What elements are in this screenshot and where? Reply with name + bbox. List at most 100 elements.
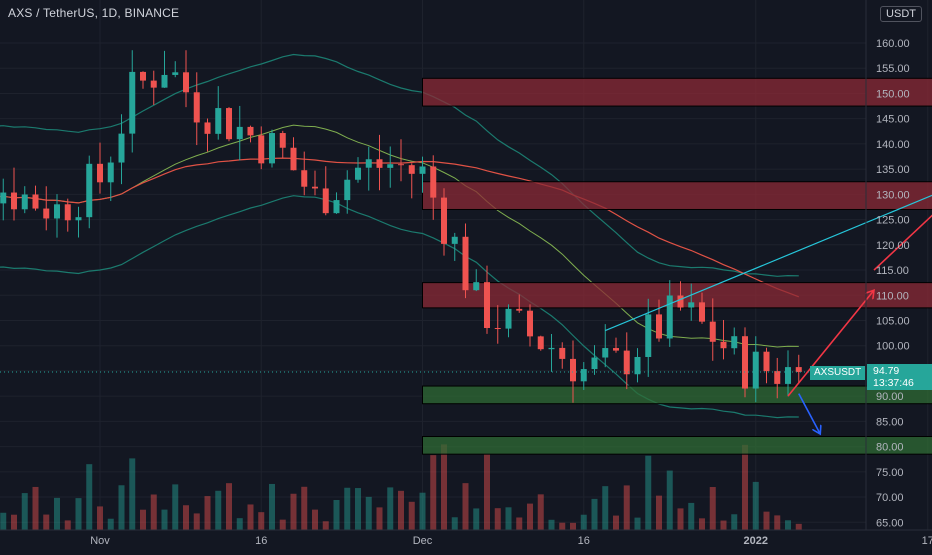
volume-bar: [796, 524, 802, 530]
candle-body: [688, 302, 694, 307]
volume-bar: [452, 517, 458, 530]
candle-body: [452, 237, 458, 244]
candle-body: [742, 336, 748, 388]
candle-body: [269, 133, 275, 163]
candle-body: [645, 314, 651, 357]
volume-bar: [151, 495, 157, 530]
volume-bar: [291, 494, 297, 530]
price-tick-label: 70.00: [876, 492, 904, 504]
time-tick-label: 17: [922, 535, 932, 547]
resistance-zone: [423, 182, 932, 210]
candle-body: [323, 188, 329, 213]
price-tick-label: 145.00: [876, 114, 910, 126]
volume-bar: [538, 494, 544, 530]
time-tick-label: 16: [255, 535, 267, 547]
volume-bar: [516, 517, 522, 530]
volume-bar: [43, 515, 49, 530]
candle-body: [344, 180, 350, 200]
volume-bar: [721, 521, 727, 530]
volume-bar: [624, 485, 630, 530]
volume-bar: [387, 487, 393, 530]
symbol-label: AXSUSDT: [810, 366, 865, 380]
volume-bar: [119, 485, 125, 530]
candle-body: [538, 336, 544, 349]
candle-body: [312, 187, 318, 189]
volume-bar: [527, 504, 533, 530]
volume-bar: [699, 518, 705, 530]
price-tick-label: 160.00: [876, 38, 910, 50]
candle-body: [463, 237, 469, 290]
price-tick-label: 85.00: [876, 416, 904, 428]
candle-body: [731, 336, 737, 348]
volume-bar: [430, 455, 436, 530]
volume-bar: [183, 505, 189, 530]
price-tick-label: 155.00: [876, 63, 910, 75]
volume-bar: [398, 491, 404, 530]
volume-bar: [463, 483, 469, 530]
candle-body: [570, 359, 576, 381]
candle-body: [237, 127, 243, 139]
candle-body: [527, 311, 533, 337]
candle-body: [183, 72, 189, 92]
candle-body: [65, 204, 71, 220]
price-tick-label: 135.00: [876, 164, 910, 176]
volume-bar: [667, 471, 673, 530]
candle-body: [559, 348, 565, 359]
candle-body: [0, 193, 6, 204]
resistance-zone: [423, 283, 932, 308]
volume-bar: [344, 488, 350, 530]
candle-body: [441, 198, 447, 244]
candle-body: [140, 72, 146, 81]
volume-bar: [258, 512, 264, 530]
volume-bar: [785, 520, 791, 530]
volume-bar: [645, 456, 651, 530]
volume-bar: [678, 508, 684, 530]
candle-body: [602, 348, 608, 357]
candle-body: [280, 133, 286, 148]
candle-body: [76, 217, 82, 220]
candle-body: [172, 72, 178, 75]
price-tick-label: 130.00: [876, 189, 910, 201]
volume-bar: [731, 514, 737, 530]
volume-bar: [774, 515, 780, 530]
volume-bar: [215, 491, 221, 530]
price-tick-label: 140.00: [876, 139, 910, 151]
candle-body: [678, 296, 684, 308]
currency-button[interactable]: USDT: [880, 6, 922, 22]
candle-body: [764, 352, 770, 371]
volume-bar: [76, 498, 82, 530]
price-tick-label: 80.00: [876, 442, 904, 454]
candle-body: [291, 148, 297, 170]
candle-body: [119, 134, 125, 163]
price-tick-label: 110.00: [876, 290, 909, 302]
candle-body: [398, 164, 404, 165]
price-tick-label: 150.00: [876, 88, 910, 100]
candle-body: [355, 168, 361, 180]
time-tick-label: 16: [578, 535, 590, 547]
volume-bar: [559, 523, 565, 530]
price-tick-label: 75.00: [876, 467, 904, 479]
candle-body: [409, 165, 415, 174]
candle-body: [226, 108, 232, 139]
volume-bar: [205, 496, 211, 530]
candle-body: [710, 322, 716, 342]
price-tick-label: 125.00: [876, 215, 910, 227]
candle-body: [22, 194, 28, 209]
volume-bar: [484, 454, 490, 530]
price-tick-label: 100.00: [876, 341, 910, 353]
volume-bar: [140, 510, 146, 530]
candle-body: [549, 348, 555, 349]
volume-bar: [108, 519, 114, 530]
volume-bar: [33, 487, 39, 530]
price-tick-label: 105.00: [876, 315, 910, 327]
candle-body: [785, 367, 791, 384]
last-price-tag: 94.79 13:37:46: [867, 364, 932, 390]
drawings[interactable]: [0, 0, 932, 434]
price-tick-label: 90.00: [876, 391, 904, 403]
volume-bar: [613, 516, 619, 530]
time-axis[interactable]: 16Nov16Dec16202217Feb16Mar16: [0, 530, 932, 547]
candle-body: [667, 296, 673, 339]
volume-bar: [22, 493, 28, 530]
